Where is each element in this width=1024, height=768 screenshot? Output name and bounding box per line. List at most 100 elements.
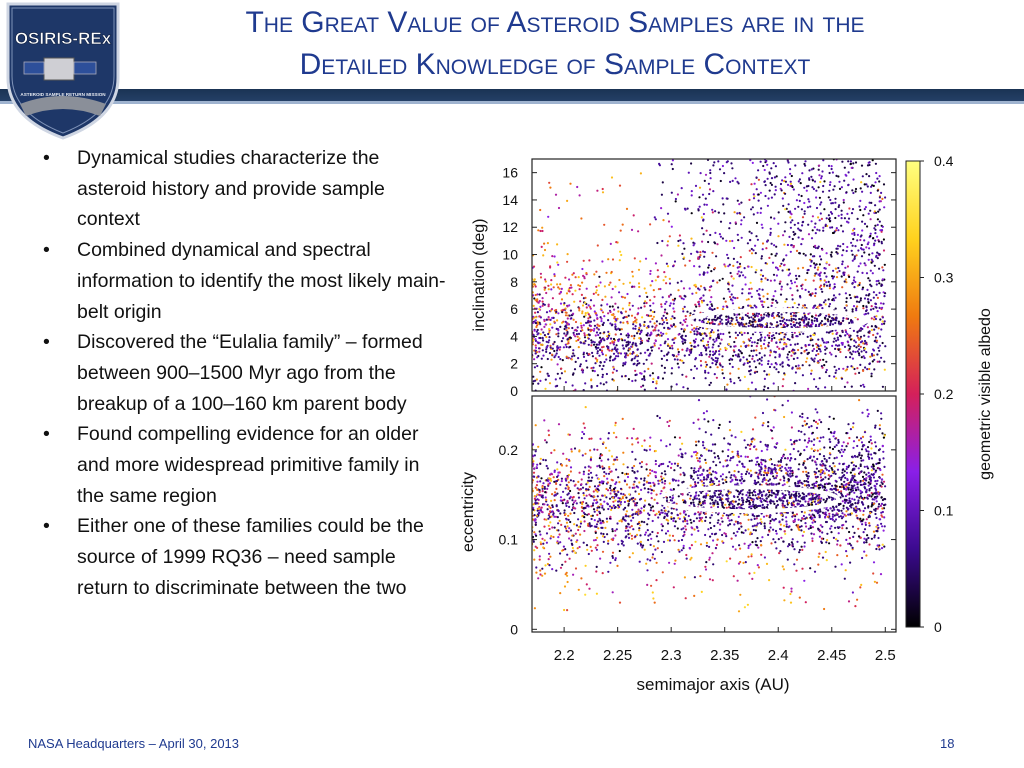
data-point (651, 380, 655, 384)
data-point (721, 237, 725, 240)
data-point (803, 449, 806, 452)
data-point (846, 265, 850, 268)
data-point (843, 470, 846, 473)
data-point (556, 243, 559, 246)
data-point (603, 475, 606, 478)
data-point (746, 455, 750, 458)
data-point (788, 272, 792, 275)
data-point (759, 273, 762, 276)
data-point (822, 498, 825, 501)
data-point (813, 509, 816, 512)
data-point (763, 168, 766, 172)
data-point (532, 375, 535, 378)
data-point (878, 180, 881, 183)
data-point (864, 487, 867, 490)
data-point (663, 482, 666, 485)
data-point (711, 388, 713, 390)
data-point (867, 258, 870, 261)
data-point (801, 316, 804, 319)
data-point (851, 229, 855, 232)
data-point (687, 171, 690, 174)
data-point (704, 361, 707, 364)
data-point (810, 425, 813, 428)
data-point (666, 338, 670, 341)
data-point (636, 348, 639, 351)
data-point (827, 196, 830, 199)
data-point (810, 357, 813, 360)
data-point (626, 332, 630, 335)
data-point (598, 481, 601, 484)
data-point (680, 335, 683, 338)
data-point (662, 279, 665, 282)
data-point (751, 161, 754, 164)
data-point (546, 372, 549, 375)
data-point (785, 468, 788, 471)
data-point (748, 249, 751, 252)
data-point (719, 342, 722, 345)
data-point (860, 448, 864, 451)
data-point (822, 301, 826, 304)
data-point (838, 187, 842, 190)
data-point (823, 364, 826, 367)
data-point (626, 322, 629, 325)
data-point (684, 339, 687, 342)
data-point (819, 304, 822, 307)
data-point (582, 259, 585, 262)
data-point (637, 282, 641, 285)
data-point (763, 377, 767, 380)
data-point (595, 343, 598, 346)
data-point (770, 323, 773, 326)
data-point (766, 297, 769, 300)
data-point (761, 226, 764, 229)
data-point (605, 381, 608, 384)
data-point (583, 332, 586, 335)
data-point (671, 298, 675, 301)
data-point (789, 343, 792, 346)
data-point (636, 332, 639, 335)
data-point (795, 439, 798, 442)
data-point (549, 344, 552, 347)
data-point (551, 297, 555, 300)
data-point (800, 430, 803, 433)
data-point (704, 377, 707, 380)
data-point (670, 191, 673, 194)
data-point (668, 482, 671, 485)
data-point (725, 197, 728, 200)
data-point (654, 548, 657, 551)
data-point (791, 298, 794, 301)
data-point (660, 509, 663, 512)
data-point (595, 326, 599, 329)
data-point (563, 585, 567, 588)
data-point (652, 377, 655, 380)
data-point (626, 354, 630, 357)
data-point (784, 457, 787, 460)
data-point (786, 511, 790, 514)
data-point (835, 227, 838, 230)
data-point (786, 283, 789, 286)
data-point (704, 565, 707, 568)
data-point (651, 505, 655, 508)
data-point (581, 515, 584, 518)
data-point (622, 282, 625, 285)
data-point (883, 516, 886, 519)
data-point (555, 349, 559, 352)
data-point (540, 328, 543, 331)
data-point (615, 528, 618, 531)
data-point (566, 553, 569, 556)
data-point (655, 493, 658, 496)
data-point (630, 534, 634, 537)
data-point (591, 351, 594, 354)
data-point (784, 208, 787, 211)
data-point (863, 334, 866, 337)
data-point (866, 225, 869, 228)
data-point (731, 450, 734, 453)
data-point (671, 344, 674, 347)
data-point (835, 316, 838, 319)
data-point (684, 208, 687, 211)
data-point (712, 563, 715, 566)
data-point (637, 268, 641, 271)
data-point (820, 460, 823, 463)
data-point (829, 253, 833, 256)
data-point (783, 479, 786, 482)
data-point (660, 207, 663, 210)
